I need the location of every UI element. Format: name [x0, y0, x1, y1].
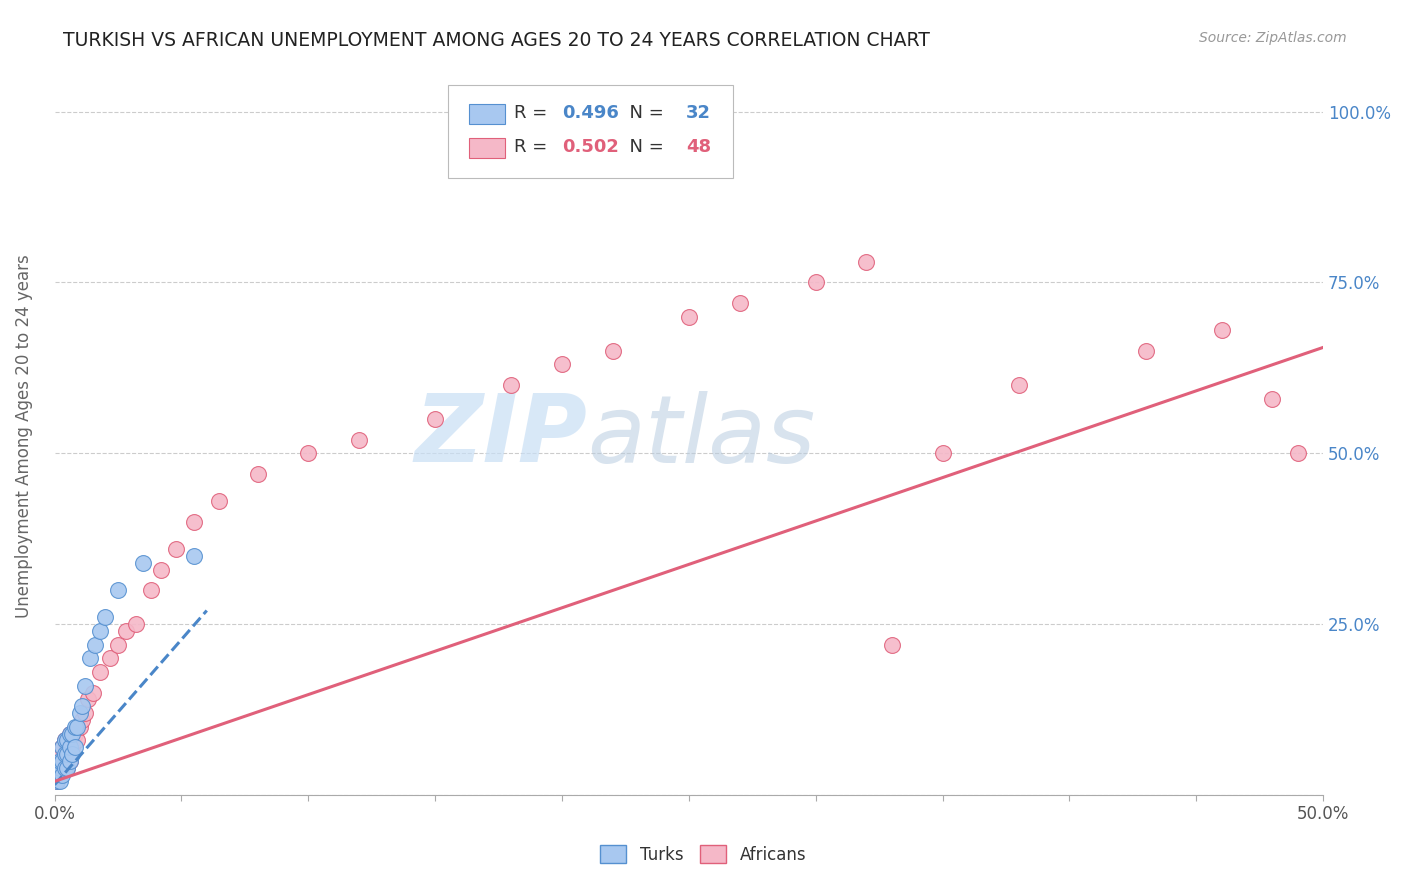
Point	[51, 754, 73, 768]
Point	[51, 761, 73, 775]
Point	[804, 276, 827, 290]
Point	[59, 726, 82, 740]
Point	[98, 651, 121, 665]
Point	[60, 726, 83, 740]
Point	[46, 767, 69, 781]
Point	[48, 754, 70, 768]
Point	[60, 747, 83, 761]
Point	[107, 582, 129, 597]
Point	[53, 733, 76, 747]
Point	[53, 754, 76, 768]
Point	[150, 562, 173, 576]
Point	[73, 679, 96, 693]
Point	[79, 651, 101, 665]
Point	[246, 467, 269, 481]
Text: N =: N =	[617, 138, 669, 156]
Text: 0.502: 0.502	[562, 138, 619, 156]
Point	[94, 610, 117, 624]
Point	[46, 761, 69, 775]
Point	[66, 733, 89, 747]
Point	[208, 494, 231, 508]
Point	[1135, 343, 1157, 358]
Bar	[470, 104, 505, 124]
Point	[48, 761, 70, 775]
Text: ZIP: ZIP	[415, 391, 588, 483]
Point	[59, 754, 82, 768]
Point	[53, 761, 76, 775]
Text: 0.496: 0.496	[562, 104, 619, 122]
Point	[46, 774, 69, 789]
Point	[48, 774, 70, 789]
Point	[60, 740, 83, 755]
Point	[728, 296, 751, 310]
Point	[51, 740, 73, 755]
Legend: Turks, Africans: Turks, Africans	[593, 838, 813, 871]
Point	[84, 638, 107, 652]
Point	[89, 665, 111, 679]
Point	[1211, 323, 1233, 337]
Point	[53, 747, 76, 761]
Point	[72, 713, 94, 727]
Point	[69, 720, 91, 734]
Point	[139, 582, 162, 597]
Point	[114, 624, 136, 638]
Point	[347, 433, 370, 447]
Point	[56, 761, 79, 775]
Point	[125, 617, 148, 632]
Point	[48, 747, 70, 761]
Point	[56, 733, 79, 747]
Point	[551, 358, 574, 372]
Point	[56, 740, 79, 755]
Point	[89, 624, 111, 638]
Point	[855, 255, 877, 269]
Point	[69, 706, 91, 720]
Point	[63, 740, 86, 755]
Point	[501, 378, 523, 392]
Point	[63, 720, 86, 734]
Point	[56, 761, 79, 775]
Text: R =: R =	[513, 104, 553, 122]
Bar	[470, 137, 505, 158]
Point	[73, 706, 96, 720]
Point	[48, 767, 70, 781]
Point	[46, 774, 69, 789]
Point	[183, 515, 205, 529]
Point	[165, 541, 187, 556]
Point	[423, 412, 446, 426]
Text: R =: R =	[513, 138, 553, 156]
Point	[297, 446, 319, 460]
Text: atlas: atlas	[588, 391, 815, 482]
Point	[1286, 446, 1309, 460]
Text: Source: ZipAtlas.com: Source: ZipAtlas.com	[1199, 31, 1347, 45]
Point	[931, 446, 953, 460]
Point	[602, 343, 624, 358]
Y-axis label: Unemployment Among Ages 20 to 24 years: Unemployment Among Ages 20 to 24 years	[15, 254, 32, 618]
Point	[63, 726, 86, 740]
Point	[76, 692, 98, 706]
Point	[132, 556, 155, 570]
Text: 48: 48	[686, 138, 711, 156]
Point	[1008, 378, 1031, 392]
Point	[59, 726, 82, 740]
Text: N =: N =	[617, 104, 669, 122]
Text: 32: 32	[686, 104, 711, 122]
Point	[56, 747, 79, 761]
Point	[66, 720, 89, 734]
Point	[1261, 392, 1284, 406]
Point	[59, 754, 82, 768]
Point	[678, 310, 700, 324]
Point	[183, 549, 205, 563]
Point	[107, 638, 129, 652]
FancyBboxPatch shape	[447, 85, 734, 178]
Point	[51, 740, 73, 755]
Point	[880, 638, 903, 652]
Point	[53, 733, 76, 747]
Point	[82, 685, 104, 699]
Point	[72, 699, 94, 714]
Text: TURKISH VS AFRICAN UNEMPLOYMENT AMONG AGES 20 TO 24 YEARS CORRELATION CHART: TURKISH VS AFRICAN UNEMPLOYMENT AMONG AG…	[63, 31, 931, 50]
Point	[51, 767, 73, 781]
Point	[59, 740, 82, 755]
